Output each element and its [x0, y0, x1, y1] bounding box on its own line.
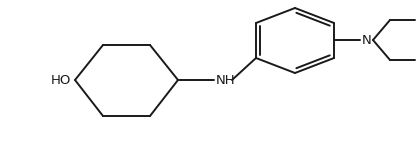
Text: HO: HO [51, 73, 71, 86]
Text: NH: NH [216, 73, 236, 86]
Text: N: N [362, 33, 372, 46]
